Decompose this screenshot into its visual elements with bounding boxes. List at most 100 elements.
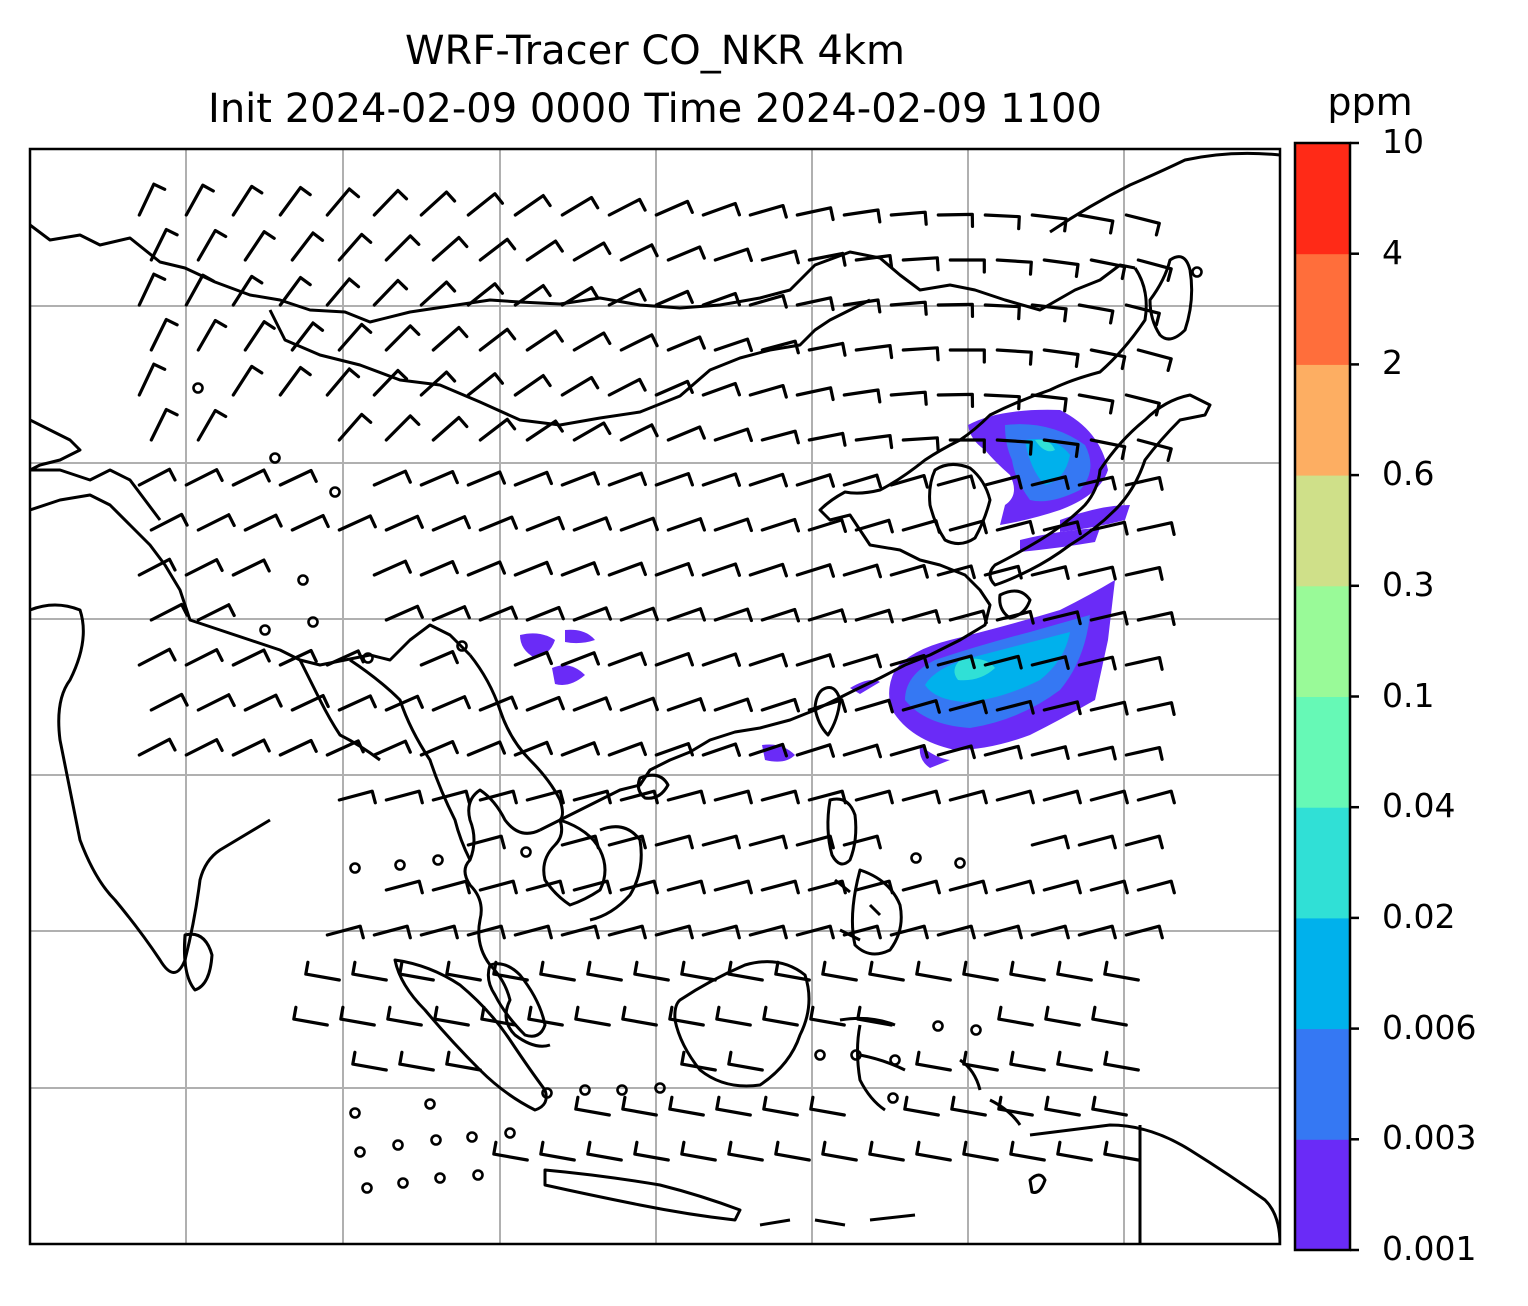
wind-barb bbox=[560, 285, 600, 307]
wind-barb bbox=[513, 284, 552, 307]
chart-title-line1: WRF-Tracer CO_NKR 4km bbox=[404, 28, 906, 74]
wind-barb bbox=[572, 516, 612, 532]
colorbar-tick-label: 0.04 bbox=[1382, 786, 1456, 826]
wind-barb bbox=[372, 188, 409, 217]
wind-barb bbox=[760, 697, 800, 713]
wind-barb bbox=[278, 366, 312, 397]
colorbar-segment bbox=[1295, 364, 1350, 476]
colorbar-segment bbox=[1295, 1139, 1350, 1251]
wind-barb bbox=[572, 331, 612, 352]
wind-barb bbox=[1124, 566, 1164, 581]
wind-barb bbox=[889, 564, 929, 579]
wind-barb bbox=[748, 652, 788, 668]
wind-barb bbox=[701, 201, 741, 217]
plume-korea-core bbox=[1025, 439, 1070, 485]
coast-borneo bbox=[673, 960, 811, 1088]
wind-barb bbox=[1077, 834, 1117, 850]
wind-barb bbox=[889, 474, 929, 489]
wind-barb bbox=[196, 513, 236, 532]
wind-barb bbox=[1124, 924, 1164, 940]
wind-barb bbox=[1091, 1005, 1128, 1027]
wind-barb bbox=[889, 654, 929, 669]
wind-barb bbox=[889, 744, 929, 759]
wind-barb bbox=[231, 364, 264, 397]
wind-barb bbox=[1103, 960, 1140, 982]
wind-barb bbox=[539, 960, 576, 982]
wind-barb bbox=[962, 960, 999, 982]
wind-barb bbox=[607, 377, 647, 397]
wind-barb bbox=[586, 960, 623, 982]
wind-barb bbox=[1089, 789, 1129, 805]
wind-barb bbox=[748, 294, 788, 309]
wind-barb bbox=[1077, 213, 1115, 235]
wind-barb bbox=[680, 960, 717, 982]
wind-barb bbox=[854, 434, 894, 450]
wind-barb bbox=[619, 333, 659, 352]
wind-barb bbox=[1044, 1005, 1081, 1027]
wind-barb bbox=[1042, 789, 1082, 805]
wind-barb bbox=[701, 381, 741, 397]
wind-barb bbox=[1103, 1050, 1140, 1072]
wind-barb bbox=[1124, 476, 1164, 491]
wind-barb bbox=[854, 518, 894, 534]
wind-barb bbox=[821, 960, 858, 982]
wind-barb bbox=[889, 300, 928, 316]
plume-taiwan-west bbox=[850, 680, 880, 694]
wind-barb bbox=[607, 287, 647, 307]
wind-barb bbox=[619, 606, 659, 622]
wind-barb bbox=[762, 1005, 799, 1027]
calm-wind-marker bbox=[616, 1084, 628, 1096]
wind-barb bbox=[619, 696, 659, 712]
wind-barb bbox=[995, 789, 1035, 805]
wind-barb bbox=[560, 195, 600, 217]
coast-timor bbox=[1028, 1173, 1047, 1194]
wind-barb bbox=[915, 1050, 952, 1072]
plume-sw-china-3 bbox=[552, 665, 585, 685]
wind-barb bbox=[809, 1005, 846, 1027]
wind-barb bbox=[560, 651, 600, 667]
wind-barb bbox=[1042, 879, 1082, 895]
calm-wind-marker bbox=[456, 640, 468, 652]
wind-barb bbox=[995, 519, 1035, 535]
coast-vietnam bbox=[542, 818, 607, 907]
coast-taiwan bbox=[813, 686, 842, 737]
wind-barb bbox=[419, 280, 457, 307]
wind-barb bbox=[668, 1095, 705, 1117]
wind-barb bbox=[889, 924, 929, 940]
wind-barb bbox=[748, 924, 788, 940]
map-frame bbox=[28, 147, 1282, 1246]
coast-russia-north bbox=[1049, 151, 1280, 234]
wind-barb bbox=[995, 258, 1033, 276]
calm-wind-marker bbox=[814, 1049, 826, 1061]
wind-barb bbox=[701, 291, 741, 307]
calm-wind-marker bbox=[392, 1139, 404, 1151]
calm-wind-marker bbox=[889, 1054, 901, 1066]
wind-barb bbox=[419, 190, 457, 217]
calm-wind-marker bbox=[394, 859, 406, 871]
wind-barb bbox=[936, 474, 976, 490]
wind-barb bbox=[196, 408, 228, 442]
wind-barb bbox=[1124, 834, 1164, 850]
wind-barb bbox=[748, 562, 788, 578]
wind-barb bbox=[1030, 475, 1070, 490]
plume-ecs-core bbox=[925, 632, 1070, 702]
wind-barb bbox=[856, 1005, 893, 1027]
wind-barb bbox=[621, 1005, 658, 1027]
wind-barb bbox=[854, 254, 894, 270]
wind-barb bbox=[137, 467, 177, 487]
wind-barb bbox=[807, 879, 847, 895]
wind-barb bbox=[325, 367, 361, 397]
plume-korea-peak bbox=[1035, 439, 1055, 452]
wind-barb bbox=[760, 879, 800, 895]
calm-wind-marker bbox=[259, 624, 271, 636]
wind-barb bbox=[419, 924, 459, 940]
calm-wind-marker bbox=[954, 857, 966, 869]
wind-barb bbox=[351, 1050, 388, 1072]
border-myanmar bbox=[349, 658, 472, 861]
coast-japan-hokkaido bbox=[1148, 255, 1194, 341]
wind-barb bbox=[572, 879, 612, 895]
plume-ecs-tail bbox=[919, 745, 950, 768]
wind-barb bbox=[184, 183, 215, 217]
wind-barb bbox=[936, 302, 975, 318]
wind-barb bbox=[292, 1005, 329, 1027]
